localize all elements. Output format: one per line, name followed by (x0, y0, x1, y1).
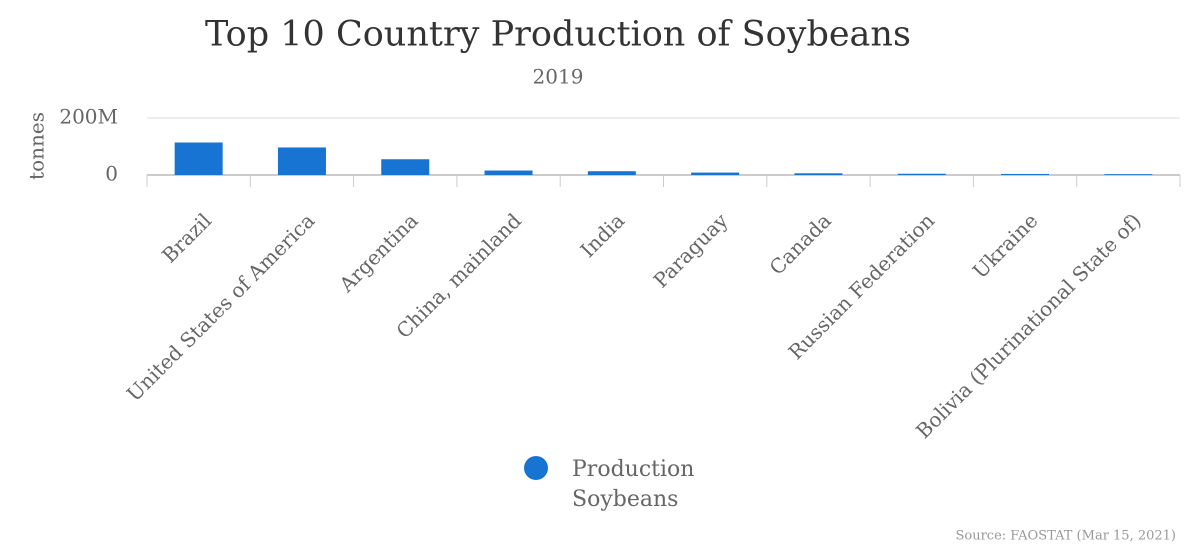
legend-label: Production Soybeans (572, 457, 701, 512)
bar (1104, 174, 1153, 175)
bar (794, 173, 843, 175)
y-tick-label: 0 (105, 162, 118, 186)
source-note: Source: FAOSTAT (Mar 15, 2021) (955, 529, 1176, 544)
x-tick-label: Paraguay (649, 208, 734, 293)
bar (174, 142, 223, 175)
chart-subtitle: 2019 (533, 65, 584, 89)
legend-marker (524, 456, 548, 480)
bar (484, 170, 533, 175)
bar (277, 147, 326, 175)
x-tick-label: Ukraine (968, 208, 1043, 283)
x-tick-label: Bolivia (Plurinational State of) (911, 208, 1146, 443)
bar (897, 173, 946, 175)
x-tick-label: Brazil (157, 208, 216, 267)
bar (381, 159, 430, 175)
bar (1001, 173, 1050, 175)
x-tick-label: Argentina (334, 208, 423, 297)
y-tick-label: 200M (59, 105, 118, 129)
x-tick-label: Canada (765, 208, 836, 279)
chart-title: Top 10 Country Production of Soybeans (205, 15, 911, 55)
x-tick-label: India (576, 208, 630, 262)
y-axis-label: tonnes (25, 112, 49, 180)
bar (691, 172, 740, 175)
x-tick-label: United States of America (122, 208, 320, 406)
bar (587, 171, 636, 175)
